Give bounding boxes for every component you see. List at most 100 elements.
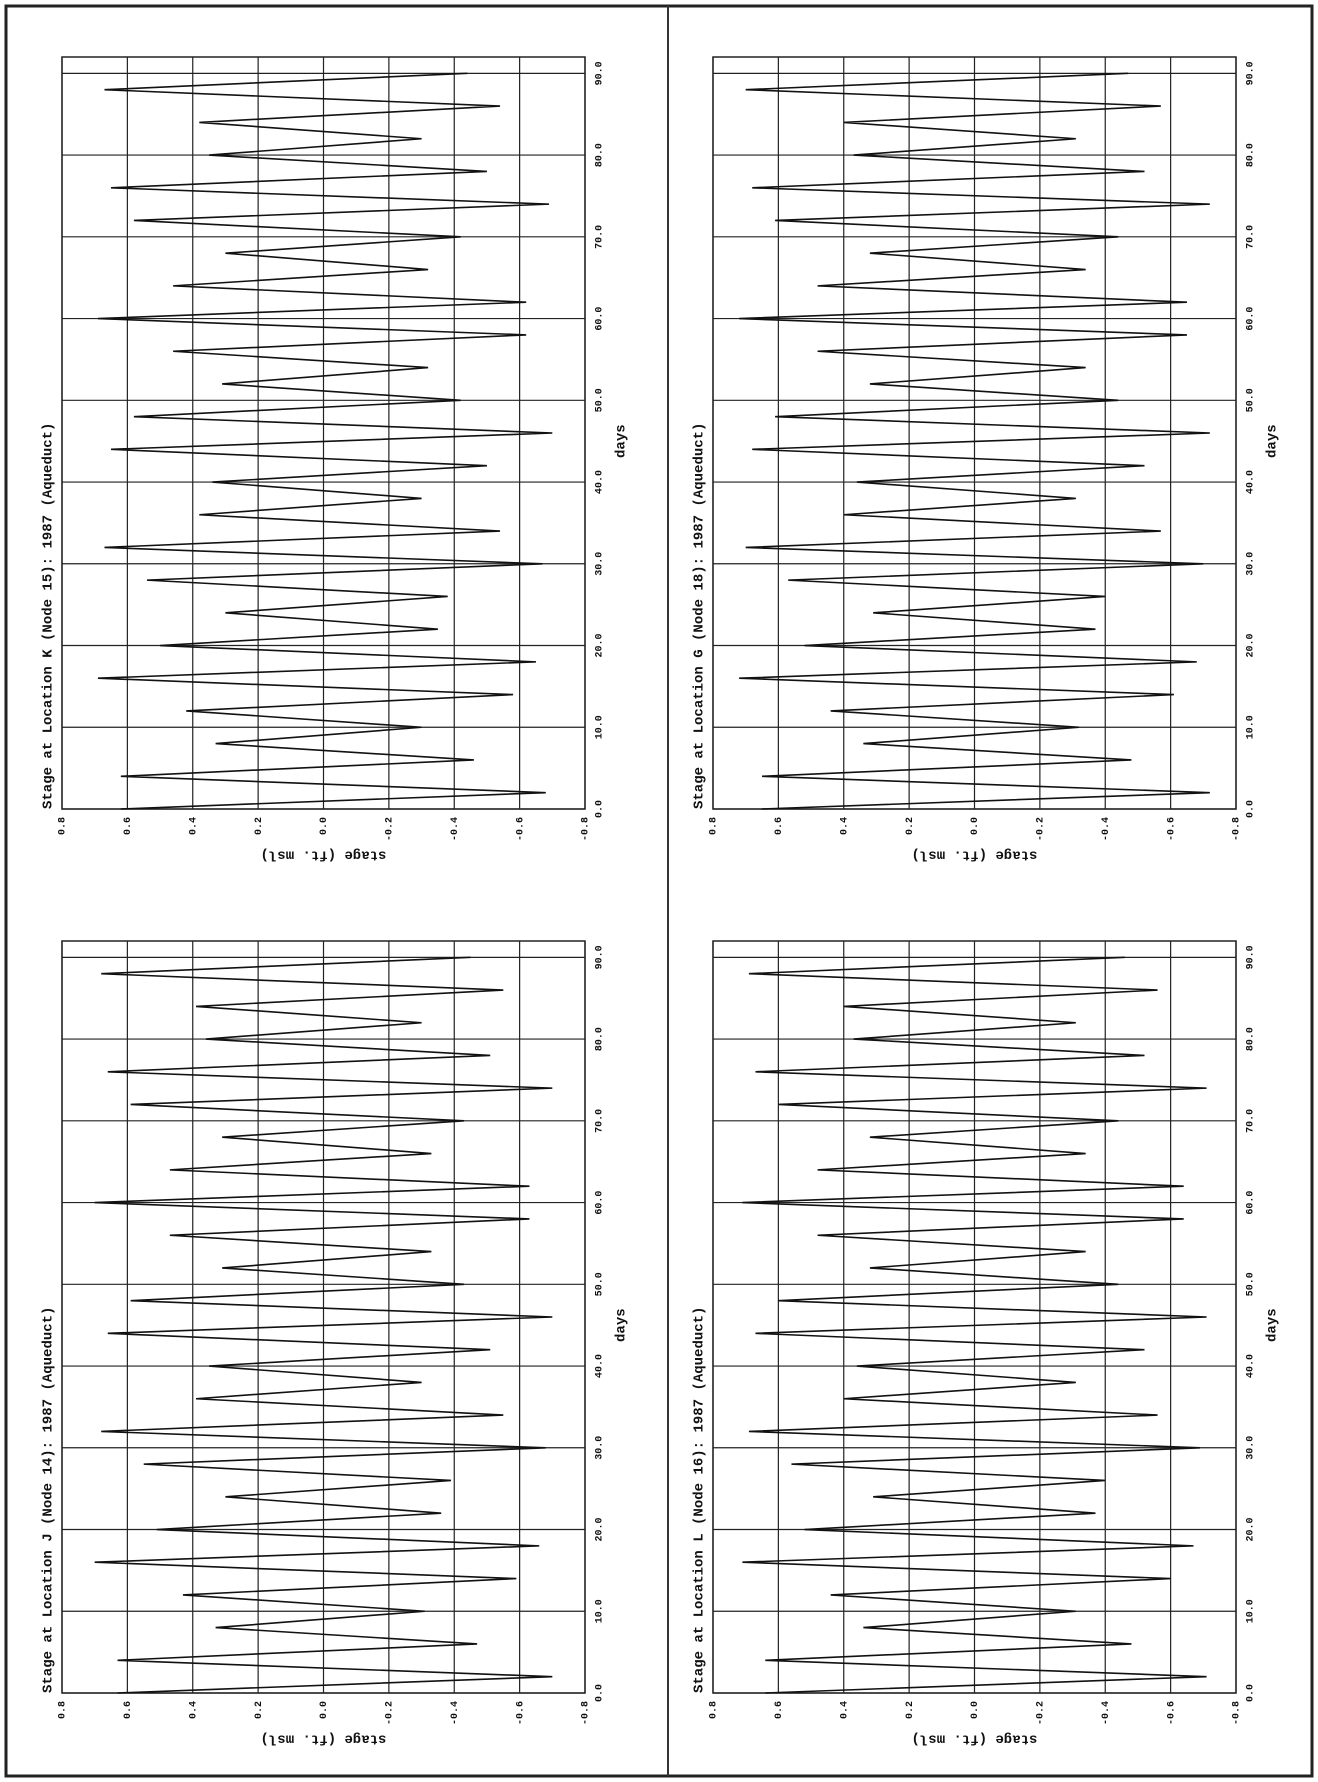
y-tick-label: 0.2: [905, 817, 916, 835]
y-tick-label: 0.0: [970, 1701, 981, 1719]
plot-frame: [712, 940, 1237, 1694]
x-axis-label: days: [614, 1308, 630, 1342]
stage-line: [97, 72, 553, 810]
page-border: [4, 4, 1314, 1778]
x-tick-label: 70.0: [595, 225, 606, 249]
chart: 0.0 10.0 20.0 30.0 40.0 50.0 60.0 70.0 80.0 90.0 -…: [41, 940, 630, 1746]
x-tick-label: 70.0: [1246, 225, 1257, 249]
y-tick-label: -0.2: [1036, 817, 1047, 841]
y-tick-label: -0.8: [581, 1701, 592, 1725]
stage-line: [94, 956, 553, 1694]
y-tick-label: 0.8: [58, 1701, 69, 1719]
x-tick-label: 50.0: [1246, 1272, 1257, 1296]
y-tick-label: 0.6: [123, 1701, 134, 1719]
x-tick-label: 40.0: [595, 470, 606, 494]
y-tick-label: -0.6: [1166, 817, 1177, 841]
x-tick-label: 20.0: [595, 634, 606, 658]
chart-title: Stage at Location L (Node 16): 1987 (Aqu…: [692, 1307, 708, 1693]
x-tick-label: 40.0: [595, 1354, 606, 1378]
chart: 0.0 10.0 20.0 30.0 40.0 50.0 60.0 70.0 80.0 90.0 -…: [692, 56, 1281, 862]
x-tick-label: 60.0: [1246, 307, 1257, 331]
y-tick-label: -0.4: [450, 817, 461, 841]
y-tick-label: 0.4: [188, 1701, 199, 1719]
chart: 0.0 10.0 20.0 30.0 40.0 50.0 60.0 70.0 80.0 90.0 -…: [41, 56, 630, 862]
x-tick-label: 90.0: [1246, 945, 1257, 969]
y-tick-label: 0.2: [905, 1701, 916, 1719]
x-tick-label: 10.0: [595, 715, 606, 739]
x-tick-label: 70.0: [595, 1109, 606, 1133]
x-tick-label: 90.0: [595, 945, 606, 969]
chart-title: Stage at Location G (Node 18): 1987 (Aqu…: [692, 423, 708, 809]
x-tick-label: 70.0: [1246, 1109, 1257, 1133]
y-tick-label: -0.2: [385, 817, 396, 841]
x-tick-label: 0.0: [595, 800, 606, 818]
x-axis-label: days: [1265, 1308, 1281, 1342]
y-tick-label: 0.8: [709, 817, 720, 835]
x-tick-label: 20.0: [1246, 634, 1257, 658]
x-tick-label: 10.0: [1246, 715, 1257, 739]
plot-frame: [61, 56, 586, 810]
plot-frame: [712, 56, 1237, 810]
x-tick-label: 20.0: [1246, 1518, 1257, 1542]
x-tick-label: 20.0: [595, 1518, 606, 1542]
stage-line: [739, 72, 1210, 810]
x-tick-label: 40.0: [1246, 470, 1257, 494]
y-tick-label: 0.4: [188, 817, 199, 835]
x-tick-label: 30.0: [1246, 552, 1257, 576]
x-tick-label: 0.0: [1246, 800, 1257, 818]
y-tick-label: -0.4: [1101, 817, 1112, 841]
x-tick-label: 60.0: [1246, 1191, 1257, 1215]
x-axis-label: days: [614, 424, 630, 458]
y-tick-label: -0.2: [1036, 1701, 1047, 1725]
x-tick-label: 90.0: [595, 61, 606, 85]
y-tick-label: 0.8: [709, 1701, 720, 1719]
y-axis-label: stage (ft. msl): [911, 846, 1037, 862]
x-tick-label: 50.0: [595, 1272, 606, 1296]
x-tick-label: 30.0: [1246, 1436, 1257, 1460]
y-axis-label: stage (ft. msl): [260, 1730, 386, 1746]
y-tick-label: -0.8: [1232, 1701, 1243, 1725]
y-axis-label: stage (ft. msl): [911, 1730, 1037, 1746]
y-tick-label: -0.2: [385, 1701, 396, 1725]
stage-line: [742, 956, 1207, 1694]
y-tick-label: -0.4: [1101, 1701, 1112, 1725]
x-tick-label: 80.0: [1246, 143, 1257, 167]
y-tick-label: -0.4: [450, 1701, 461, 1725]
y-axis-label: stage (ft. msl): [260, 846, 386, 862]
x-tick-label: 60.0: [595, 1191, 606, 1215]
y-tick-label: 0.2: [254, 1701, 265, 1719]
y-tick-label: 0.4: [839, 1701, 850, 1719]
y-tick-label: 0.6: [123, 817, 134, 835]
x-tick-label: 30.0: [595, 1436, 606, 1460]
y-tick-label: -0.6: [515, 1701, 526, 1725]
y-tick-label: 0.2: [254, 817, 265, 835]
chart: 0.0 10.0 20.0 30.0 40.0 50.0 60.0 70.0 80.0 90.0 -…: [692, 940, 1281, 1746]
x-tick-label: 50.0: [1246, 388, 1257, 412]
y-tick-label: 0.8: [58, 817, 69, 835]
x-tick-label: 10.0: [595, 1599, 606, 1623]
x-tick-label: 80.0: [1246, 1027, 1257, 1051]
y-tick-label: 0.0: [970, 817, 981, 835]
y-tick-label: 0.6: [774, 1701, 785, 1719]
y-tick-label: 0.0: [319, 1701, 330, 1719]
x-tick-label: 30.0: [595, 552, 606, 576]
x-tick-label: 40.0: [1246, 1354, 1257, 1378]
y-tick-label: -0.6: [1166, 1701, 1177, 1725]
x-tick-label: 50.0: [595, 388, 606, 412]
y-tick-label: -0.8: [1232, 817, 1243, 841]
x-tick-label: 90.0: [1246, 61, 1257, 85]
y-tick-label: 0.6: [774, 817, 785, 835]
x-tick-label: 60.0: [595, 307, 606, 331]
x-tick-label: 0.0: [1246, 1684, 1257, 1702]
y-tick-label: -0.6: [515, 817, 526, 841]
plot-frame: [61, 940, 586, 1694]
chart-title: Stage at Location J (Node 14): 1987 (Aqu…: [41, 1307, 57, 1693]
chart-title: Stage at Location K (Node 15): 1987 (Aqu…: [41, 423, 57, 809]
x-tick-label: 80.0: [595, 1027, 606, 1051]
x-axis-label: days: [1265, 424, 1281, 458]
y-tick-label: -0.8: [581, 817, 592, 841]
y-tick-label: 0.4: [839, 817, 850, 835]
y-tick-label: 0.0: [319, 817, 330, 835]
x-tick-label: 0.0: [595, 1684, 606, 1702]
